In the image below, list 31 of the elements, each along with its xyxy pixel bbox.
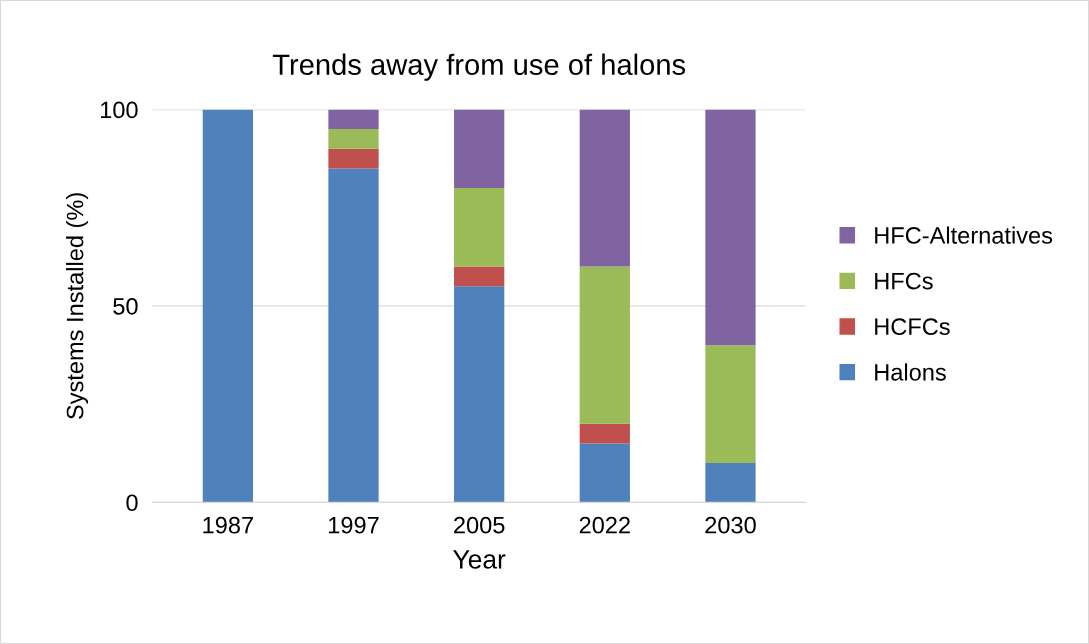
legend-label: HFC-Alternatives	[875, 226, 1053, 244]
bar	[454, 266, 505, 287]
bar	[705, 109, 756, 346]
bar	[328, 168, 379, 503]
legend-label: Halons	[875, 363, 946, 381]
x-tick-label: 1997	[329, 516, 379, 534]
bar	[328, 109, 379, 130]
y-tick-label: 50	[113, 297, 138, 315]
x-tick-label: 1987	[203, 516, 253, 534]
x-tick-label: 2030	[705, 516, 756, 534]
bar	[454, 286, 505, 503]
bar	[705, 345, 756, 464]
x-tick-label: 2005	[454, 516, 505, 534]
x-tick-label: 2022	[579, 516, 630, 534]
bar	[454, 188, 505, 267]
bar	[454, 109, 505, 189]
bar	[579, 266, 630, 424]
chart-title: Trends away from use of halons	[272, 53, 686, 81]
legend-label: HCFCs	[875, 318, 950, 336]
y-tick-label: 0	[126, 494, 138, 512]
bar	[579, 423, 630, 444]
bar	[705, 463, 756, 503]
legend-label: HFCs	[875, 272, 933, 290]
y-tick-label: 100	[100, 101, 138, 119]
bar	[579, 109, 630, 267]
bar	[328, 148, 379, 169]
bar	[202, 109, 253, 503]
y-axis-title: Systems Installed (%)	[66, 193, 89, 419]
x-axis-title: Year	[453, 550, 506, 569]
bar	[579, 443, 630, 503]
bar	[328, 129, 379, 149]
